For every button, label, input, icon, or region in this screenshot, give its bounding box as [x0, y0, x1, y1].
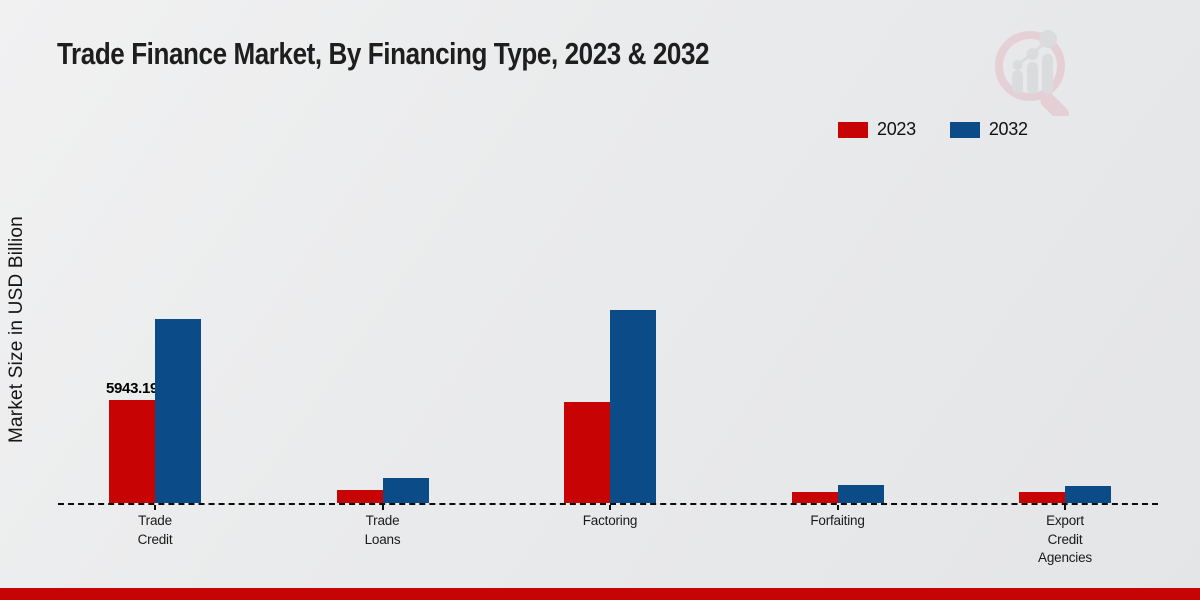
x-axis-label-export-credit-agencies: Export Credit Agencies [1038, 513, 1092, 565]
x-axis-tick-factoring [609, 505, 611, 510]
x-axis-tick-trade-loans [381, 505, 384, 510]
bar-2023-export-credit-agencies [1019, 492, 1065, 503]
bar-2023-trade-loans [336, 490, 383, 503]
legend-swatch-2023 [838, 121, 868, 138]
chart-title: Trade Finance Market, By Financing Type,… [57, 36, 710, 71]
legend-label-2023: 2023 [877, 119, 916, 139]
legend-item-2032: 2032 [949, 119, 1028, 140]
bar-2023-forfaiting [791, 492, 838, 503]
bar-2032-trade-loans [382, 478, 429, 503]
legend-item-2023: 2023 [838, 119, 916, 140]
legend-label-2032: 2032 [988, 119, 1028, 139]
y-axis-label: Market Size in USD Billion [6, 216, 27, 444]
legend-swatch-2032 [949, 121, 980, 138]
plot-area: 5943.19 Trade Credit Trade Loans Factoring F… [58, 122, 1158, 565]
x-axis-label-factoring: Factoring [582, 513, 638, 528]
bottom-accent-strip [0, 588, 1200, 600]
x-axis-label-trade-loans: Trade Loans [364, 513, 401, 547]
bar-2032-factoring [610, 310, 656, 503]
legend: 2023 2032 [838, 119, 1028, 140]
x-axis-label-forfaiting: Forfaiting [810, 513, 865, 528]
magnifier-bar-chart-watermark-icon [995, 30, 1069, 116]
x-axis-tick-trade-credit [154, 505, 156, 510]
x-axis-label-trade-credit: Trade Credit [137, 513, 173, 547]
bar-2032-export-credit-agencies [1065, 486, 1111, 503]
bar-2032-trade-credit [155, 319, 201, 503]
x-axis-tick-export-credit-agencies [1064, 505, 1066, 510]
bar-value-label-trade-credit: 5943.19 [105, 380, 159, 398]
bar-2023-trade-credit [109, 400, 155, 503]
x-axis-tick-forfaiting [836, 505, 839, 510]
bar-2023-factoring [564, 402, 610, 503]
bar-2032-forfaiting [837, 485, 884, 503]
